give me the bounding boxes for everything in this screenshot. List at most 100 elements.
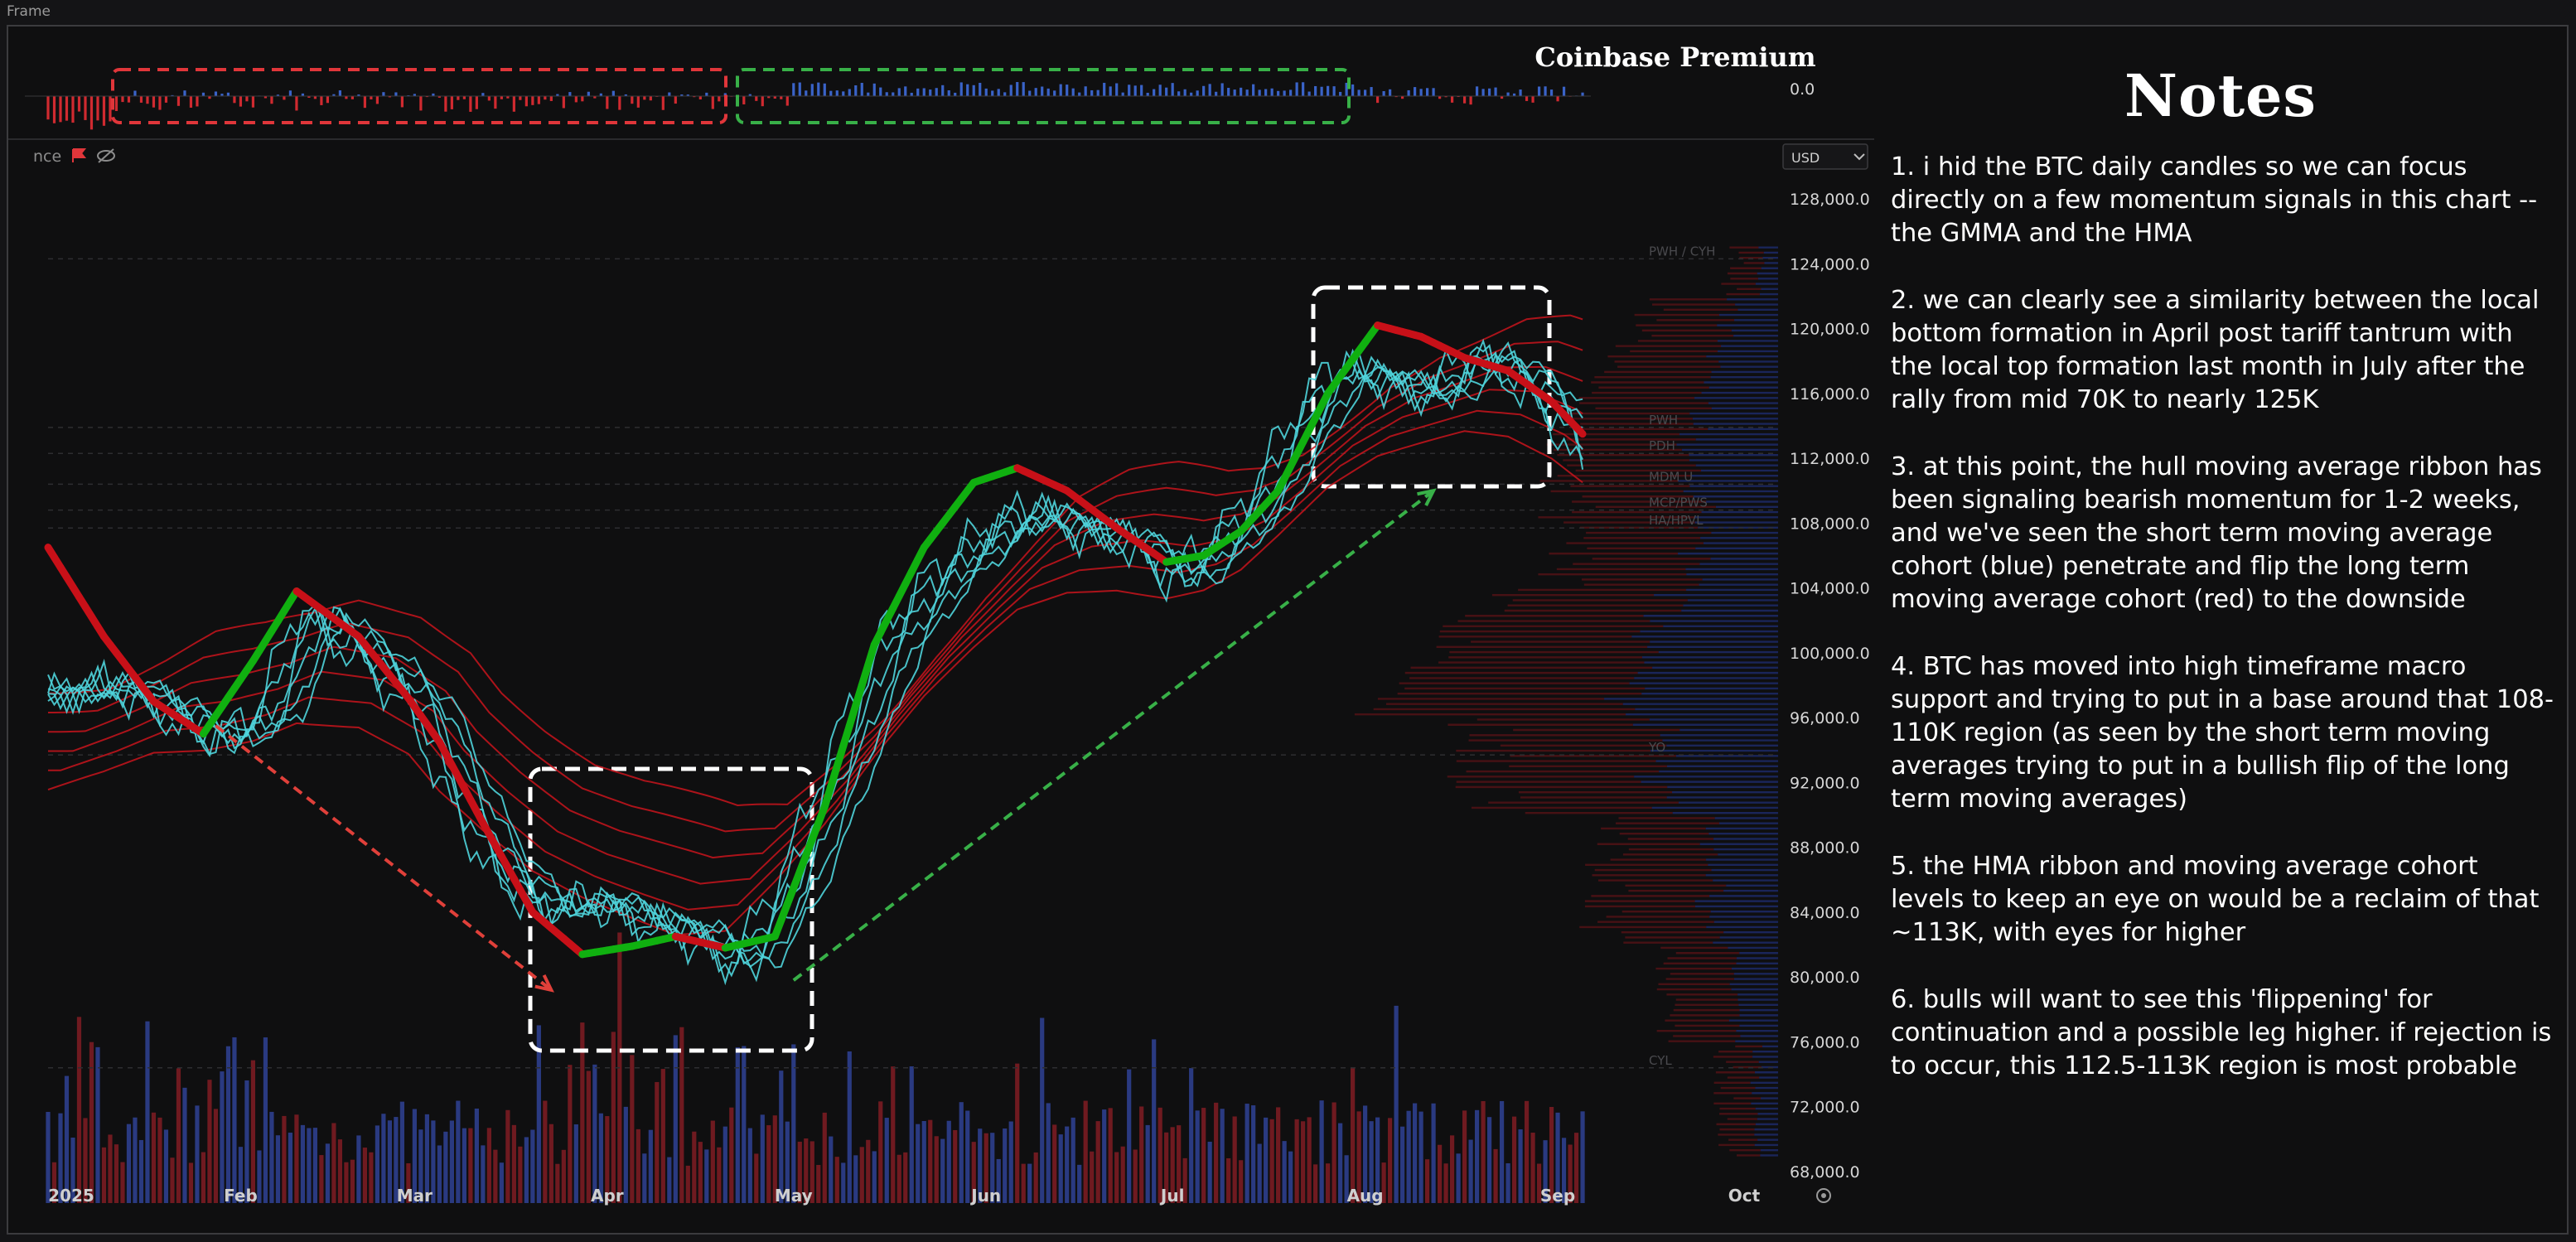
premium-bar (46, 96, 49, 119)
volume-bar (475, 1109, 479, 1203)
volume-bar (574, 1124, 578, 1203)
volume-bar (704, 1149, 708, 1203)
premium-bar (1264, 89, 1267, 97)
volume-bar (1270, 1119, 1274, 1203)
volume-bar (1413, 1104, 1417, 1203)
volume-bar (282, 1116, 286, 1203)
premium-bar (364, 96, 366, 108)
premium-bar (1494, 88, 1496, 97)
currency-label: USD (1791, 150, 1820, 166)
volume-bar (226, 1046, 230, 1203)
premium-bar (500, 96, 503, 99)
volume-bar (456, 1101, 460, 1203)
premium-bar (513, 96, 515, 112)
premium-bar (1022, 82, 1025, 96)
premium-bar (606, 96, 608, 109)
premium-bar (1010, 85, 1013, 96)
premium-bar (196, 96, 198, 106)
volume-bar (1071, 1118, 1075, 1203)
volume-bar (152, 1113, 156, 1203)
premium-bar (631, 96, 633, 104)
premium-bar (488, 96, 491, 100)
premium-bar (563, 96, 565, 108)
volume-bar (692, 1132, 696, 1203)
volume-bar (157, 1118, 162, 1203)
premium-bar (1556, 96, 1559, 101)
volume-bar (505, 1110, 510, 1203)
premium-bar (476, 96, 478, 109)
premium-bar (966, 85, 969, 97)
premium-bar (1302, 82, 1304, 96)
premium-bar (1066, 85, 1068, 96)
volume-bar (587, 1071, 591, 1203)
volume-bar (1295, 1119, 1299, 1203)
volume-bar (1388, 1118, 1392, 1203)
volume-bar (1487, 1117, 1491, 1203)
premium-bar (1016, 82, 1018, 96)
volume-bar (326, 1143, 330, 1203)
volume-bar (1580, 1111, 1584, 1203)
volume-bar (530, 1130, 534, 1203)
volume-bar (872, 1151, 877, 1203)
volume-bar (947, 1121, 951, 1203)
volume-bar (940, 1139, 945, 1203)
premium-bar (854, 85, 857, 97)
premium-bar (1314, 86, 1317, 97)
volume-bar (1196, 1110, 1200, 1203)
premium-bar (643, 96, 645, 99)
premium-bar (879, 88, 882, 97)
volume-bar (65, 1076, 69, 1203)
volume-bar (195, 1105, 199, 1203)
currency-selector[interactable]: USD (1783, 144, 1868, 169)
volume-bar (1077, 1165, 1081, 1203)
premium-bar (53, 96, 56, 123)
legend-fragment: nce (33, 147, 61, 166)
premium-bar (848, 89, 851, 96)
volume-bar (686, 1166, 690, 1203)
premium-bar (550, 96, 553, 101)
notes-panel: Notes 1. i hid the BTC daily candles so … (1874, 27, 2567, 1233)
volume-bar (1214, 1103, 1218, 1203)
volume-bar (388, 1120, 392, 1203)
volume-bar (145, 1022, 149, 1203)
volume-bar (244, 1080, 249, 1203)
premium-bar (1538, 86, 1540, 96)
month-tick-label: 2025 (48, 1186, 94, 1206)
premium-bar (283, 96, 285, 99)
volume-bar (1127, 1070, 1131, 1203)
premium-bar (1426, 88, 1428, 96)
premium-bar (1047, 89, 1050, 97)
volume-bar (1090, 1152, 1094, 1203)
premium-bar (1090, 90, 1093, 97)
volume-bar (723, 1127, 727, 1203)
price-tick-label: 72,000.0 (1790, 1099, 1860, 1117)
premium-bar (998, 89, 1000, 96)
premium-bar (128, 96, 130, 103)
premium-bar (1041, 87, 1043, 97)
volume-bar (1326, 1163, 1330, 1203)
premium-bar (96, 96, 99, 120)
premium-bar (1103, 83, 1105, 97)
month-tick-label: Apr (591, 1186, 624, 1206)
premium-bar (252, 96, 254, 108)
premium-bar (1296, 82, 1298, 96)
premium-bar (1072, 89, 1075, 97)
premium-bar (985, 89, 988, 97)
premium-bar (929, 89, 931, 96)
volume-bar (1530, 1133, 1534, 1203)
volume-bar (549, 1124, 553, 1203)
volume-bar (232, 1037, 236, 1203)
premium-bar (1209, 84, 1211, 96)
price-tick-label: 68,000.0 (1790, 1163, 1860, 1182)
premium-bar (1172, 83, 1174, 96)
premium-bar (1028, 91, 1031, 97)
premium-bar (861, 83, 863, 97)
premium-bar (140, 96, 143, 103)
volume-bar (294, 1114, 298, 1203)
volume-bar (1084, 1101, 1088, 1203)
volume-bar (437, 1145, 442, 1203)
volume-bar (356, 1135, 360, 1203)
premium-bar (1376, 96, 1379, 103)
chart-canvas[interactable]: Coinbase Premium 0.0 nce USD PWH / CYHPW… (8, 27, 1874, 1233)
volume-bar (207, 1080, 211, 1203)
